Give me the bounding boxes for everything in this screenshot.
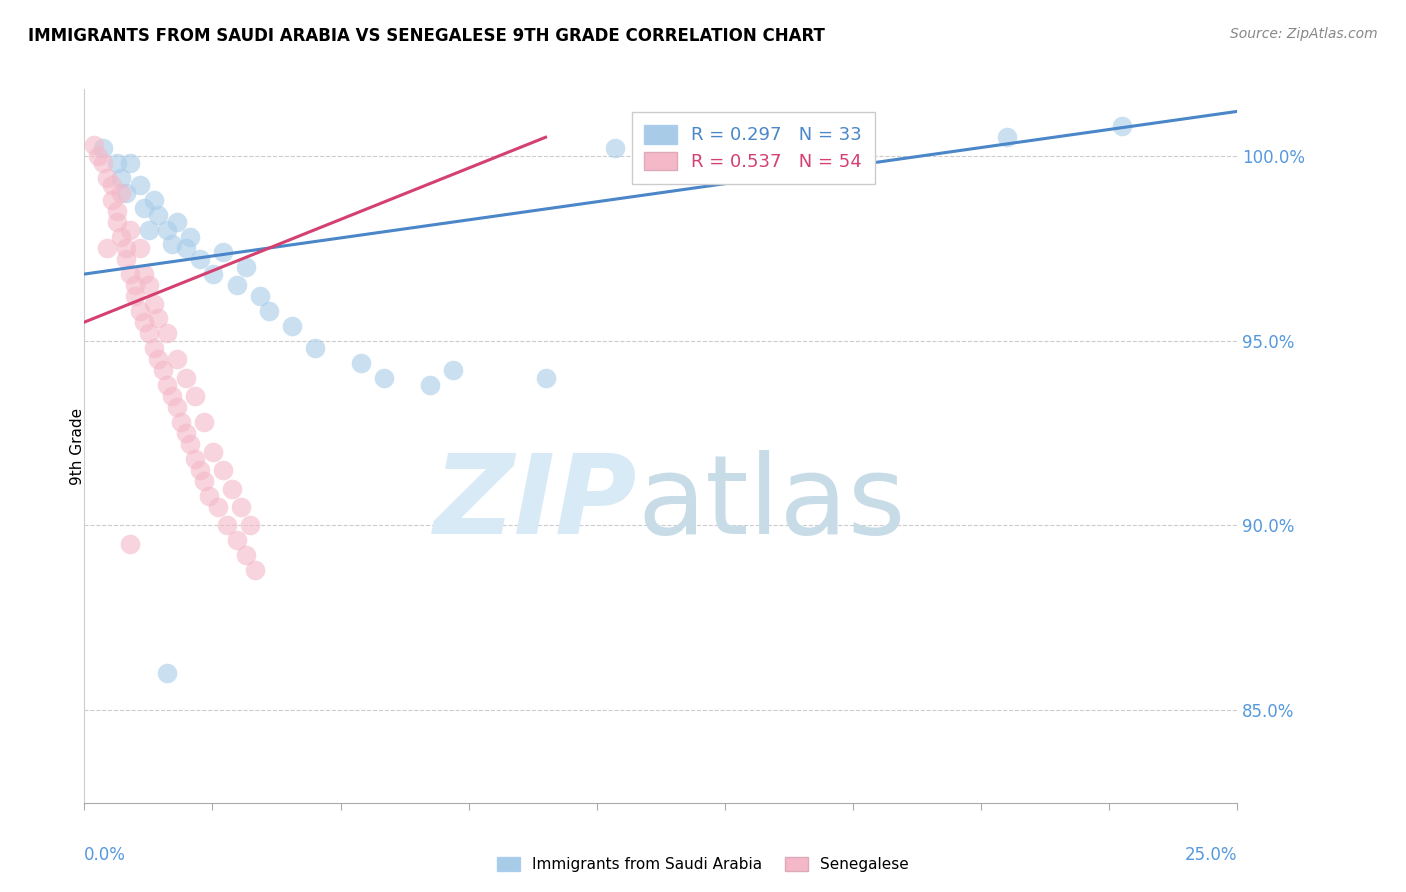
Point xyxy=(225,278,247,293)
Point xyxy=(995,130,1018,145)
Point xyxy=(188,252,211,267)
Point xyxy=(128,304,150,318)
Point xyxy=(105,156,128,170)
Legend: Immigrants from Saudi Arabia, Senegalese: Immigrants from Saudi Arabia, Senegalese xyxy=(489,849,917,880)
Point xyxy=(134,315,156,329)
Point xyxy=(184,389,207,403)
Point xyxy=(146,311,169,326)
Point xyxy=(110,186,132,200)
Point xyxy=(198,489,221,503)
Point xyxy=(110,170,132,185)
Text: Source: ZipAtlas.com: Source: ZipAtlas.com xyxy=(1230,27,1378,41)
Text: ZIP: ZIP xyxy=(434,450,638,557)
Point xyxy=(166,400,188,414)
Point xyxy=(101,178,124,193)
Point xyxy=(179,437,201,451)
Point xyxy=(1111,119,1133,133)
Point xyxy=(217,518,239,533)
Point xyxy=(257,304,280,318)
Point xyxy=(105,204,128,219)
Point xyxy=(211,244,233,259)
Point xyxy=(166,215,188,229)
Point xyxy=(87,149,110,163)
Point xyxy=(91,141,114,155)
Point xyxy=(120,537,142,551)
Text: 0.0%: 0.0% xyxy=(84,846,127,863)
Point xyxy=(146,208,169,222)
Point xyxy=(146,352,169,367)
Point xyxy=(115,186,138,200)
Point xyxy=(304,341,326,355)
Point xyxy=(166,352,188,367)
Point xyxy=(207,500,229,514)
Point xyxy=(231,500,253,514)
Text: IMMIGRANTS FROM SAUDI ARABIA VS SENEGALESE 9TH GRADE CORRELATION CHART: IMMIGRANTS FROM SAUDI ARABIA VS SENEGALE… xyxy=(28,27,825,45)
Point xyxy=(179,230,201,244)
Point xyxy=(350,356,373,370)
Point xyxy=(110,230,132,244)
Point xyxy=(243,563,266,577)
Point xyxy=(83,137,105,152)
Point xyxy=(193,474,215,488)
Point xyxy=(142,193,165,207)
Point xyxy=(142,341,165,355)
Point xyxy=(120,156,142,170)
Point xyxy=(120,267,142,281)
Point xyxy=(419,378,441,392)
Y-axis label: 9th Grade: 9th Grade xyxy=(70,408,84,484)
Point xyxy=(160,389,183,403)
Text: 25.0%: 25.0% xyxy=(1185,846,1237,863)
Point xyxy=(160,237,183,252)
Point xyxy=(202,444,225,458)
Point xyxy=(138,326,160,341)
Point xyxy=(603,141,626,155)
Point xyxy=(156,378,179,392)
Point xyxy=(96,241,118,255)
Point xyxy=(534,370,557,384)
Point xyxy=(441,363,464,377)
Point xyxy=(188,463,211,477)
Point xyxy=(174,425,197,440)
Point xyxy=(202,267,225,281)
Point xyxy=(193,415,215,429)
Point xyxy=(221,482,243,496)
Point xyxy=(184,452,207,467)
Point xyxy=(235,260,257,274)
Point xyxy=(156,223,179,237)
Point xyxy=(211,463,233,477)
Point xyxy=(138,223,160,237)
Point xyxy=(138,278,160,293)
Point xyxy=(170,415,193,429)
Point xyxy=(134,267,156,281)
Point xyxy=(174,241,197,255)
Point xyxy=(115,241,138,255)
Point xyxy=(225,533,247,548)
Point xyxy=(115,252,138,267)
Legend: R = 0.297   N = 33, R = 0.537   N = 54: R = 0.297 N = 33, R = 0.537 N = 54 xyxy=(631,112,875,184)
Point xyxy=(105,215,128,229)
Point xyxy=(124,289,146,303)
Point xyxy=(152,363,174,377)
Point xyxy=(174,370,197,384)
Point xyxy=(156,326,179,341)
Point xyxy=(128,178,150,193)
Point xyxy=(142,296,165,310)
Point xyxy=(156,666,179,681)
Point xyxy=(373,370,395,384)
Point xyxy=(128,241,150,255)
Text: atlas: atlas xyxy=(638,450,907,557)
Point xyxy=(96,170,118,185)
Point xyxy=(134,201,156,215)
Point xyxy=(101,193,124,207)
Point xyxy=(249,289,271,303)
Point xyxy=(281,318,304,333)
Point xyxy=(91,156,114,170)
Point xyxy=(120,223,142,237)
Point xyxy=(239,518,262,533)
Point xyxy=(235,548,257,562)
Point xyxy=(124,278,146,293)
